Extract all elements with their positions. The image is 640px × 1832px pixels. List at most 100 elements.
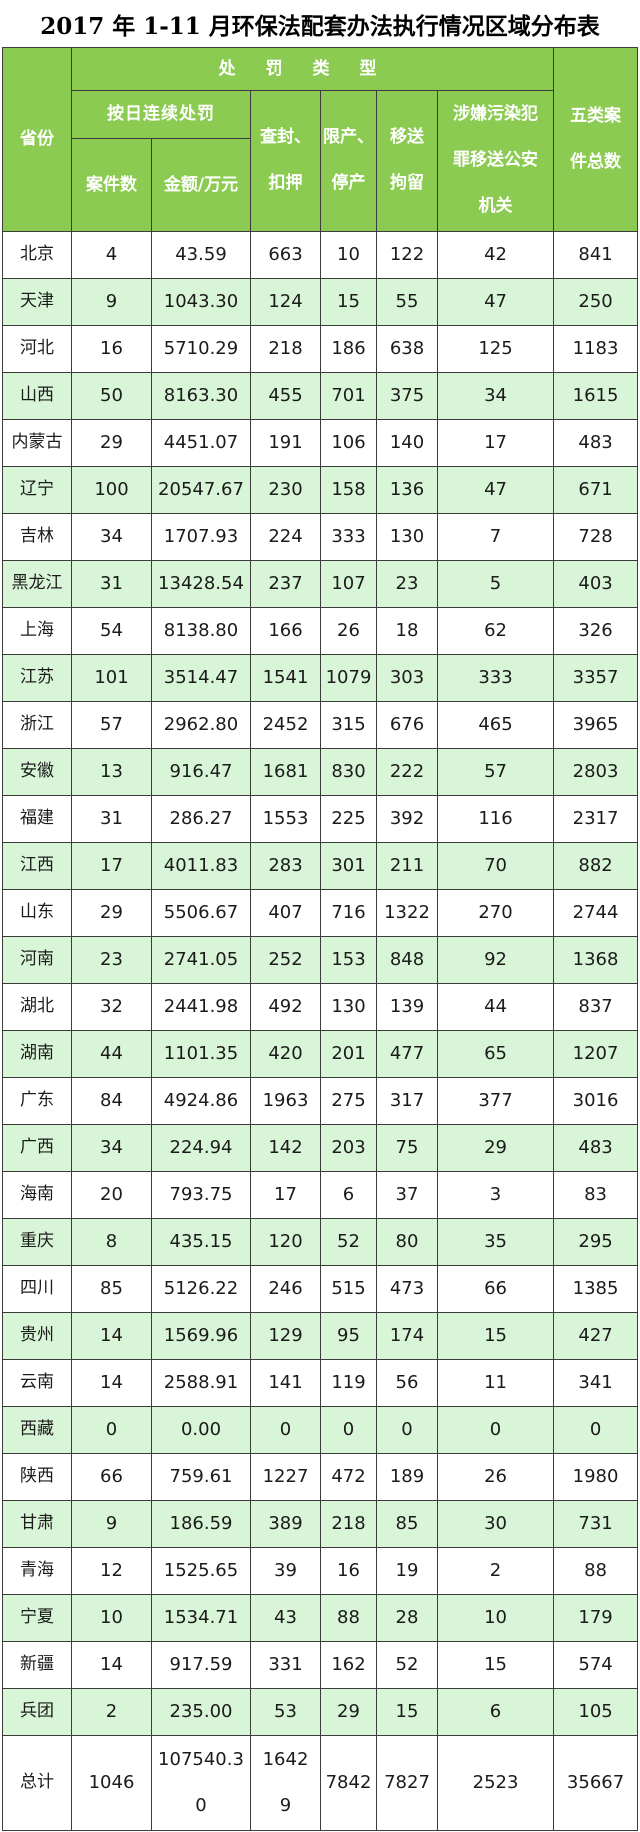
value-cell: 389 bbox=[250, 1500, 321, 1548]
cell-value: 6 bbox=[489, 1700, 502, 1722]
cell-value: 8138.80 bbox=[163, 619, 239, 641]
cell-value: 河北 bbox=[20, 338, 54, 359]
cell-value: 1681 bbox=[262, 760, 309, 782]
province-cell: 河南 bbox=[2, 936, 72, 984]
value-cell: 1980 bbox=[553, 1453, 639, 1501]
cell-value: 青海 bbox=[20, 1560, 54, 1581]
cell-value: 701 bbox=[331, 384, 366, 406]
value-cell: 119 bbox=[320, 1359, 377, 1407]
table-row: 贵州 14 1569.96 129 95 174 15 427 bbox=[2, 1312, 639, 1360]
value-cell: 1101.35 bbox=[151, 1030, 251, 1078]
distribution-table: 省份 处罚类型 五类案件总数 按日连续处罚 查封、扣押 限产、停产 移送拘留 涉… bbox=[2, 47, 639, 1831]
col-header-production-limit-label: 限产、停产 bbox=[323, 127, 374, 193]
cell-value: 120 bbox=[268, 1230, 303, 1252]
cell-value: 19 bbox=[395, 1559, 419, 1581]
col-header-penalty-type: 处罚类型 bbox=[70, 47, 555, 91]
cell-value: 88 bbox=[584, 1559, 608, 1581]
cell-value: 237 bbox=[268, 572, 303, 594]
cell-value: 179 bbox=[578, 1606, 613, 1628]
province-cell: 山西 bbox=[2, 372, 72, 420]
cell-value: 37 bbox=[395, 1183, 419, 1205]
value-cell: 222 bbox=[376, 748, 438, 796]
table-row: 天津 9 1043.30 124 15 55 47 250 bbox=[2, 278, 639, 326]
totals-row: 总计 1046 107540.30 16429 7842 7827 2523 35667 bbox=[2, 1735, 639, 1831]
cell-value: 0 bbox=[342, 1418, 355, 1440]
cell-value: 5710.29 bbox=[163, 337, 239, 359]
cell-value: 39 bbox=[274, 1559, 297, 1581]
value-cell: 230 bbox=[250, 466, 321, 514]
value-cell: 6 bbox=[320, 1171, 377, 1219]
cell-value: 16 bbox=[100, 337, 123, 359]
table-body: 北京 4 43.59 663 10 122 42 841 天津 9 1043.30 124 15 55 47… bbox=[2, 231, 639, 1831]
value-cell: 30 bbox=[436, 1500, 555, 1548]
cell-value: 663 bbox=[268, 243, 303, 265]
cell-value: 20 bbox=[100, 1183, 123, 1205]
cell-value: 295 bbox=[578, 1230, 613, 1252]
value-cell: 57 bbox=[436, 748, 555, 796]
cell-value: 29 bbox=[100, 431, 123, 453]
cell-value: 1322 bbox=[384, 901, 430, 923]
cell-value: 2 bbox=[489, 1559, 502, 1581]
value-cell: 224.94 bbox=[151, 1124, 251, 1172]
table-row: 云南 14 2588.91 141 119 56 11 341 bbox=[2, 1359, 639, 1407]
value-cell: 9 bbox=[71, 278, 152, 326]
value-cell: 203 bbox=[320, 1124, 377, 1172]
value-cell: 8 bbox=[71, 1218, 152, 1266]
province-cell: 江西 bbox=[2, 842, 72, 890]
cell-value: 286.27 bbox=[169, 807, 233, 829]
cell-value: 42 bbox=[484, 243, 507, 265]
cell-value: 162 bbox=[331, 1653, 366, 1675]
value-cell: 15 bbox=[320, 278, 377, 326]
value-cell: 16 bbox=[320, 1547, 377, 1595]
cell-value: 671 bbox=[578, 478, 613, 500]
value-cell: 848 bbox=[376, 936, 438, 984]
cell-value: 湖南 bbox=[20, 1043, 54, 1064]
cell-value: 224 bbox=[268, 525, 303, 547]
cell-value: 375 bbox=[389, 384, 425, 406]
cell-value: 676 bbox=[389, 713, 425, 735]
value-cell: 671 bbox=[553, 466, 639, 514]
value-cell: 638 bbox=[376, 325, 438, 373]
value-cell: 153 bbox=[320, 936, 377, 984]
value-cell: 20547.67 bbox=[151, 466, 251, 514]
value-cell: 31 bbox=[71, 795, 152, 843]
value-cell: 375 bbox=[376, 372, 438, 420]
value-cell: 10 bbox=[320, 231, 377, 279]
value-cell: 1534.71 bbox=[151, 1594, 251, 1642]
cell-value: 848 bbox=[389, 948, 425, 970]
cell-value: 35667 bbox=[566, 1772, 625, 1794]
cell-value: 16429 bbox=[262, 1749, 309, 1816]
province-cell: 上海 bbox=[2, 607, 72, 655]
table-row: 重庆 8 435.15 120 52 80 35 295 bbox=[2, 1218, 639, 1266]
cell-value: 52 bbox=[395, 1653, 419, 1675]
table-row: 海南 20 793.75 17 6 37 3 83 bbox=[2, 1171, 639, 1219]
value-cell: 75 bbox=[376, 1124, 438, 1172]
value-cell: 4011.83 bbox=[151, 842, 251, 890]
value-cell: 0 bbox=[553, 1406, 639, 1454]
value-cell: 17 bbox=[436, 419, 555, 467]
cell-value: 153 bbox=[331, 948, 366, 970]
cell-value: 10 bbox=[484, 1606, 507, 1628]
cell-value: 57 bbox=[100, 713, 123, 735]
cell-value: 5506.67 bbox=[163, 901, 239, 923]
value-cell: 141 bbox=[250, 1359, 321, 1407]
value-cell: 483 bbox=[553, 419, 639, 467]
cell-value: 916.47 bbox=[169, 760, 233, 782]
table-row: 兵团 2 235.00 53 29 15 6 105 bbox=[2, 1688, 639, 1736]
cell-value: 3 bbox=[489, 1183, 502, 1205]
table-row: 河北 16 5710.29 218 186 638 125 1183 bbox=[2, 325, 639, 373]
province-cell: 海南 bbox=[2, 1171, 72, 1219]
value-cell: 1043.30 bbox=[151, 278, 251, 326]
cell-value: 728 bbox=[578, 525, 613, 547]
cell-value: 116 bbox=[478, 807, 513, 829]
value-cell: 85 bbox=[376, 1500, 438, 1548]
cell-value: 101 bbox=[94, 666, 129, 688]
cell-value: 江西 bbox=[20, 855, 54, 876]
cell-value: 301 bbox=[331, 854, 366, 876]
cell-value: 2744 bbox=[572, 901, 619, 923]
table-row: 吉林 34 1707.93 224 333 130 7 728 bbox=[2, 513, 639, 561]
cell-value: 230 bbox=[268, 478, 303, 500]
province-cell: 福建 bbox=[2, 795, 72, 843]
col-header-crime-transfer-label: 涉嫌污染犯罪移送公安机关 bbox=[453, 104, 539, 216]
value-cell: 701 bbox=[320, 372, 377, 420]
